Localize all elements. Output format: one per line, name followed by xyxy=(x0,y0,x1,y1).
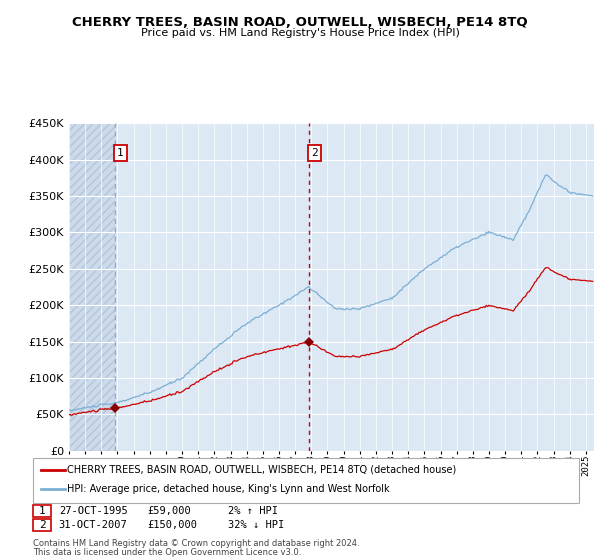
Text: 31-OCT-2007: 31-OCT-2007 xyxy=(59,520,128,530)
Text: £59,000: £59,000 xyxy=(147,506,191,516)
Text: 2% ↑ HPI: 2% ↑ HPI xyxy=(228,506,278,516)
Text: CHERRY TREES, BASIN ROAD, OUTWELL, WISBECH, PE14 8TQ: CHERRY TREES, BASIN ROAD, OUTWELL, WISBE… xyxy=(72,16,528,29)
Text: 27-OCT-1995: 27-OCT-1995 xyxy=(59,506,128,516)
Text: 32% ↓ HPI: 32% ↓ HPI xyxy=(228,520,284,530)
Text: 2: 2 xyxy=(38,520,46,530)
Bar xyxy=(69,123,115,451)
Text: CHERRY TREES, BASIN ROAD, OUTWELL, WISBECH, PE14 8TQ (detached house): CHERRY TREES, BASIN ROAD, OUTWELL, WISBE… xyxy=(67,465,457,475)
Text: Price paid vs. HM Land Registry's House Price Index (HPI): Price paid vs. HM Land Registry's House … xyxy=(140,28,460,38)
Text: HPI: Average price, detached house, King's Lynn and West Norfolk: HPI: Average price, detached house, King… xyxy=(67,484,390,494)
Text: 1: 1 xyxy=(38,506,46,516)
Text: This data is licensed under the Open Government Licence v3.0.: This data is licensed under the Open Gov… xyxy=(33,548,301,557)
Text: 2: 2 xyxy=(311,148,318,158)
Text: £150,000: £150,000 xyxy=(147,520,197,530)
Text: 1: 1 xyxy=(117,148,124,158)
Text: Contains HM Land Registry data © Crown copyright and database right 2024.: Contains HM Land Registry data © Crown c… xyxy=(33,539,359,548)
